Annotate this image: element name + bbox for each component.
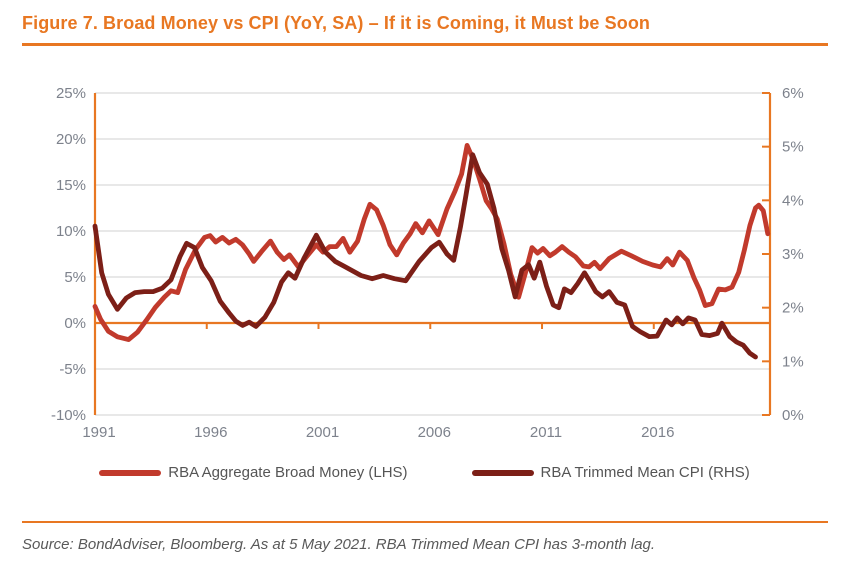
x-axis-tick-label: 2006 — [418, 424, 451, 441]
line-chart-canvas: 25% 20% 15% 10% 5% 0% -5% -10% 6% 5% 4% 3% 2% 1% 0% 199… — [51, 85, 804, 441]
left-axis-tick-label: 5% — [64, 269, 86, 286]
series-line-0 — [92, 143, 771, 342]
right-axis-tick-label: 2% — [782, 300, 804, 317]
broad-money-line-swatch-icon — [99, 469, 162, 476]
figure-title: Figure 7. Broad Money vs CPI (YoY, SA) –… — [22, 13, 651, 33]
x-axis-tick-label: 1991 — [82, 424, 115, 441]
legend-label-broad-money: RBA Aggregate Broad Money (LHS) — [168, 464, 408, 481]
right-axis-tick-label: 5% — [782, 139, 804, 156]
series-line-1 — [92, 152, 758, 360]
x-axis-tick-label: 2016 — [641, 424, 674, 441]
right-axis-tick-label: 6% — [782, 85, 804, 102]
chart-area: 25% 20% 15% 10% 5% 0% -5% -10% 6% 5% 4% 3% 2% 1% 0% 199… — [0, 55, 849, 455]
left-axis-tick-label: 25% — [56, 85, 86, 102]
right-axis-tick-label: 4% — [782, 192, 804, 209]
x-axis-tick-label: 1996 — [194, 424, 227, 441]
left-axis-tick-label: 20% — [56, 131, 86, 148]
legend-item-cpi: RBA Trimmed Mean CPI (RHS) — [471, 464, 750, 481]
left-axis-tick-label: 15% — [56, 177, 86, 194]
legend-item-broad-money: RBA Aggregate Broad Money (LHS) — [99, 464, 408, 481]
chart-legend: RBA Aggregate Broad Money (LHS) RBA Trim… — [0, 464, 849, 481]
left-axis-tick-label: 0% — [64, 315, 86, 332]
right-axis-tick-label: 1% — [782, 353, 804, 370]
x-axis-tick-label: 2001 — [306, 424, 339, 441]
right-axis-tick-label: 0% — [782, 407, 804, 424]
left-axis-tick-label: -10% — [51, 407, 86, 424]
title-divider-rule — [22, 43, 828, 46]
x-axis-tick-label: 2011 — [530, 424, 562, 441]
footer-divider-rule — [22, 521, 828, 523]
right-axis-tick-label: 3% — [782, 246, 804, 263]
left-axis-tick-label: -5% — [59, 361, 86, 378]
cpi-line-swatch-icon — [471, 469, 534, 476]
source-note: Source: BondAdviser, Bloomberg. As at 5 … — [22, 536, 656, 553]
legend-label-cpi: RBA Trimmed Mean CPI (RHS) — [540, 464, 750, 481]
left-axis-tick-label: 10% — [56, 223, 86, 240]
